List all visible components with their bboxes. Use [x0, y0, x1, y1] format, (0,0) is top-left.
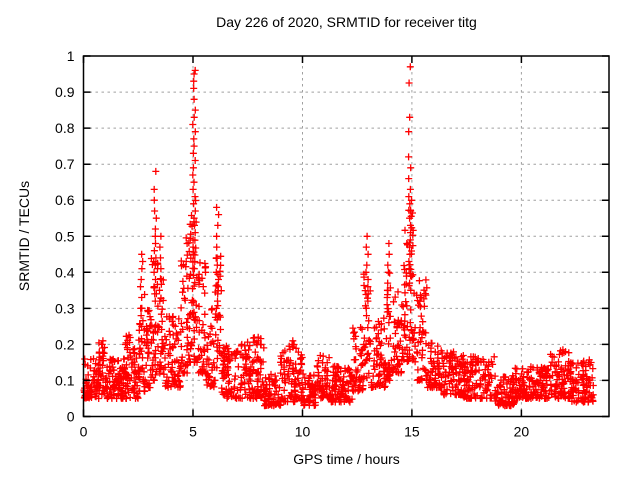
- y-tick-label: 0.6: [55, 192, 75, 208]
- y-tick-label: 0.4: [55, 264, 75, 280]
- y-tick-label: 0.7: [55, 156, 75, 172]
- scatter-points: [80, 63, 597, 410]
- plot-frame: [82, 55, 610, 418]
- grid-lines: [83, 56, 609, 417]
- y-tick-label: 0.9: [55, 84, 75, 100]
- chart-title: Day 226 of 2020, SRMTID for receiver tit…: [216, 14, 477, 30]
- x-tick-label: 0: [80, 424, 88, 440]
- y-tick-label: 0.2: [55, 336, 75, 352]
- y-tick-label: 0.5: [55, 228, 75, 244]
- x-tick-label: 5: [189, 424, 197, 440]
- x-tick-labels: 0 5 10 15 20: [80, 424, 530, 440]
- x-tick-label: 15: [404, 424, 420, 440]
- y-tick-labels: 0 0.1 0.2 0.3 0.4 0.5 0.6 0.7 0.8 0.9 1: [55, 48, 75, 425]
- y-axis-label: SRMTID / TECUs: [16, 180, 32, 292]
- y-tick-label: 0.1: [55, 372, 75, 388]
- y-tick-label: 0.3: [55, 300, 75, 316]
- y-tick-label: 0.8: [55, 120, 75, 136]
- x-tick-label: 10: [295, 424, 311, 440]
- x-tick-label: 20: [514, 424, 530, 440]
- y-tick-label: 1: [67, 48, 75, 64]
- x-axis-label: GPS time / hours: [293, 451, 400, 467]
- y-tick-label: 0: [67, 409, 75, 425]
